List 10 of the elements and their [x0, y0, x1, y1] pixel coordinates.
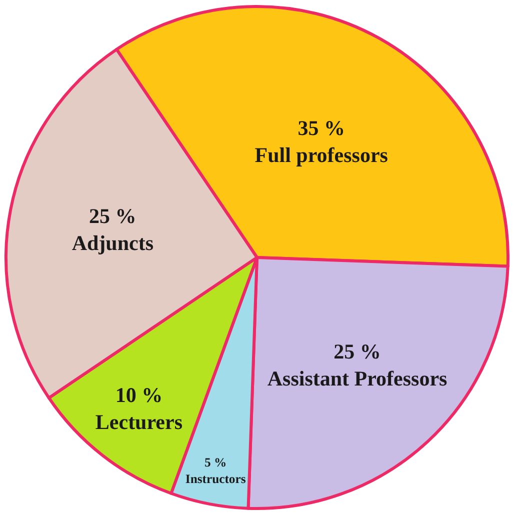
slice-label: Adjuncts: [72, 231, 154, 256]
slice-label: Full professors: [254, 143, 388, 168]
data-label: 10 %: [115, 382, 163, 407]
data-label: 25 %: [334, 339, 381, 364]
data-label: 25 %: [89, 204, 136, 228]
data-label: 5 %: [204, 456, 227, 470]
slice-label: Assistant Professors: [267, 366, 448, 391]
slice-label: Instructors: [185, 472, 246, 486]
data-label: 35 %: [298, 116, 345, 140]
slice-label: Lecturers: [95, 410, 182, 434]
